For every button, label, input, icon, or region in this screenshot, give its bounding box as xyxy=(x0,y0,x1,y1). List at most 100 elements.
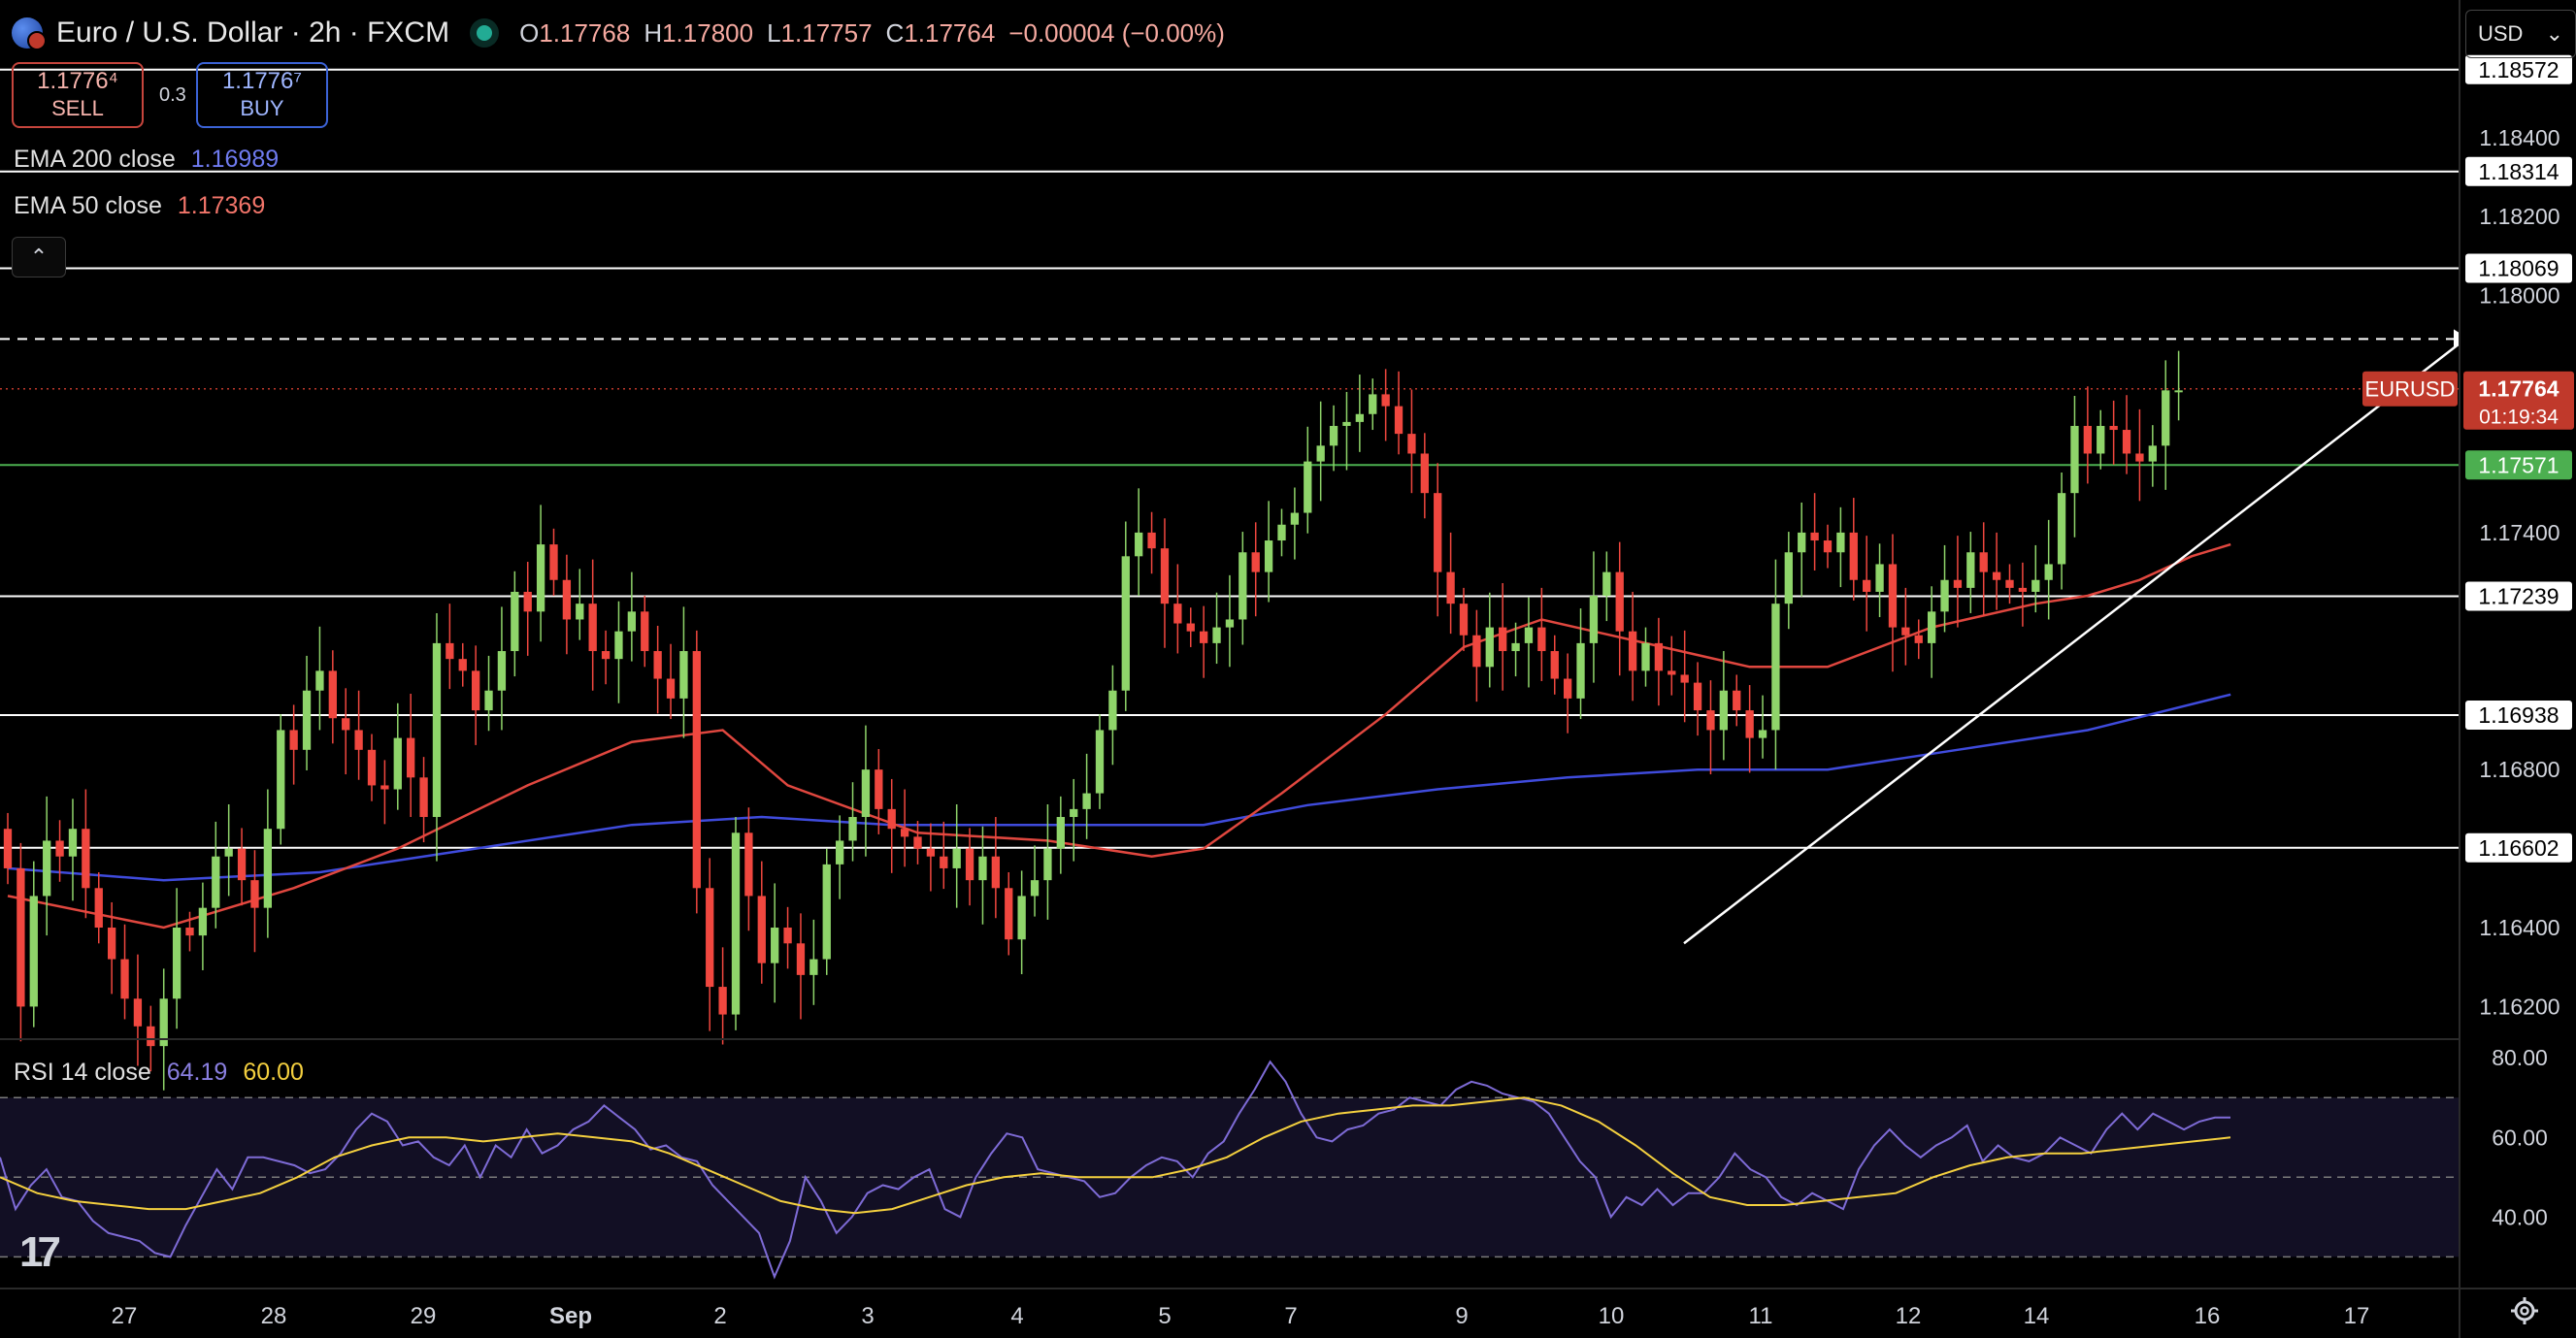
candle-body xyxy=(1979,552,1988,572)
candle-body xyxy=(1030,880,1040,897)
candle-body xyxy=(1485,627,1494,668)
buy-button[interactable]: 1.1776⁷ BUY xyxy=(196,62,328,128)
candle-body xyxy=(107,928,116,960)
level-price-label: 1.18572 xyxy=(2478,57,2559,82)
time-tick-label: 7 xyxy=(1284,1303,1297,1329)
candle-body xyxy=(978,856,987,881)
candle-body xyxy=(1446,571,1455,604)
ema50-legend[interactable]: EMA 50 close 1.17369 xyxy=(14,192,266,219)
level-price-label: 1.17571 xyxy=(2478,452,2559,477)
candle-body xyxy=(1810,532,1819,541)
candle-body xyxy=(2162,390,2170,446)
candle-body xyxy=(1186,623,1195,632)
candle-body xyxy=(1589,596,1599,643)
last-price-label: 1.17764 xyxy=(2478,376,2559,402)
candle-body xyxy=(1992,571,2001,580)
candle-body xyxy=(1733,690,1741,711)
candle-body xyxy=(419,777,428,818)
candle-body xyxy=(43,840,51,897)
candle-body xyxy=(1798,532,1806,553)
candle-body xyxy=(1680,674,1689,683)
gear-icon[interactable] xyxy=(2510,1296,2539,1325)
candle-body xyxy=(641,611,649,652)
candle-body xyxy=(315,670,324,691)
candle-body xyxy=(1602,571,1611,597)
candle-body xyxy=(1135,532,1143,557)
time-tick-label: 12 xyxy=(1896,1303,1922,1329)
price-tick-label: 1.18400 xyxy=(2479,125,2559,150)
buy-label: BUY xyxy=(240,96,284,120)
symbol-tag-label: EURUSD xyxy=(2365,377,2456,402)
candle-body xyxy=(965,848,974,881)
candle-body xyxy=(94,888,103,929)
candle-body xyxy=(1369,394,1377,414)
candle-body xyxy=(1784,552,1793,604)
candle-body xyxy=(952,848,961,868)
candle-body xyxy=(17,867,25,1007)
candle-body xyxy=(588,604,597,652)
symbol-title[interactable]: Euro / U.S. Dollar · 2h · FXCM xyxy=(56,16,450,49)
candle-body xyxy=(1499,627,1507,652)
candle-body xyxy=(250,880,259,908)
level-price-box xyxy=(2465,253,2572,283)
candle-body xyxy=(1173,604,1182,624)
symbol-tag xyxy=(2362,371,2458,407)
candle-body xyxy=(1615,571,1624,632)
candle-body xyxy=(940,856,948,868)
candle-body xyxy=(576,604,584,620)
candle-body xyxy=(666,678,676,699)
candle-body xyxy=(835,840,844,865)
candle-body xyxy=(1394,406,1404,435)
candle-body xyxy=(289,730,298,750)
currency-selector[interactable]: USD ⌄ xyxy=(2465,10,2576,58)
candle-body xyxy=(1238,552,1247,620)
collapse-legend-button[interactable]: ⌃ xyxy=(12,237,66,277)
candle-body xyxy=(679,651,688,699)
time-tick-label: 5 xyxy=(1158,1303,1171,1329)
candle-body xyxy=(1212,627,1221,643)
candle-body xyxy=(614,631,623,660)
candle-body xyxy=(1823,540,1833,553)
candle-body xyxy=(1524,627,1534,643)
rsi-legend[interactable]: RSI 14 close 64.19 60.00 xyxy=(14,1059,304,1086)
candle-body xyxy=(172,928,182,999)
candle-body xyxy=(484,690,493,711)
level-price-box xyxy=(2465,450,2572,480)
candle-body xyxy=(1914,635,1923,643)
candle-body xyxy=(783,928,792,944)
candle-body xyxy=(1264,540,1273,572)
candle-body xyxy=(212,856,220,908)
level-price-label: 1.16602 xyxy=(2478,835,2559,861)
candle-body xyxy=(224,848,233,857)
candle-body xyxy=(159,998,168,1047)
candle-body xyxy=(1472,635,1481,668)
candle-body xyxy=(875,769,883,809)
candle-body xyxy=(1563,678,1572,699)
candle-body xyxy=(796,943,806,975)
candle-body xyxy=(1966,552,1975,588)
level-price-box xyxy=(2465,156,2572,186)
sell-button[interactable]: 1.1776⁴ SELL xyxy=(12,62,144,128)
time-axis[interactable]: 27 28 29 Sep 2 3 4 5 7 9 10 11 12 14 16 17 xyxy=(112,1303,2370,1329)
tradingview-logo: 17 xyxy=(19,1228,61,1276)
ema200-legend[interactable]: EMA 200 close 1.16989 xyxy=(14,146,280,173)
candle-body xyxy=(328,670,337,719)
candle-body xyxy=(2135,453,2144,462)
rsi-tick-label: 60.00 xyxy=(2492,1125,2548,1150)
candle-body xyxy=(1108,690,1117,731)
candle-body xyxy=(1550,651,1559,679)
candle-body xyxy=(1576,642,1585,699)
candle-body xyxy=(497,651,507,691)
candle-body xyxy=(991,856,1001,889)
candle-body xyxy=(1940,579,1949,612)
candle-body xyxy=(471,670,480,711)
horizontal-levels[interactable] xyxy=(0,68,2460,849)
time-tick-label: 9 xyxy=(1455,1303,1468,1329)
candle-body xyxy=(536,544,545,612)
time-tick-label: 14 xyxy=(2024,1303,2050,1329)
candle-body xyxy=(887,808,896,830)
candle-body xyxy=(1927,611,1936,643)
time-tick-label: 28 xyxy=(261,1303,287,1329)
candle-body xyxy=(1290,512,1300,525)
